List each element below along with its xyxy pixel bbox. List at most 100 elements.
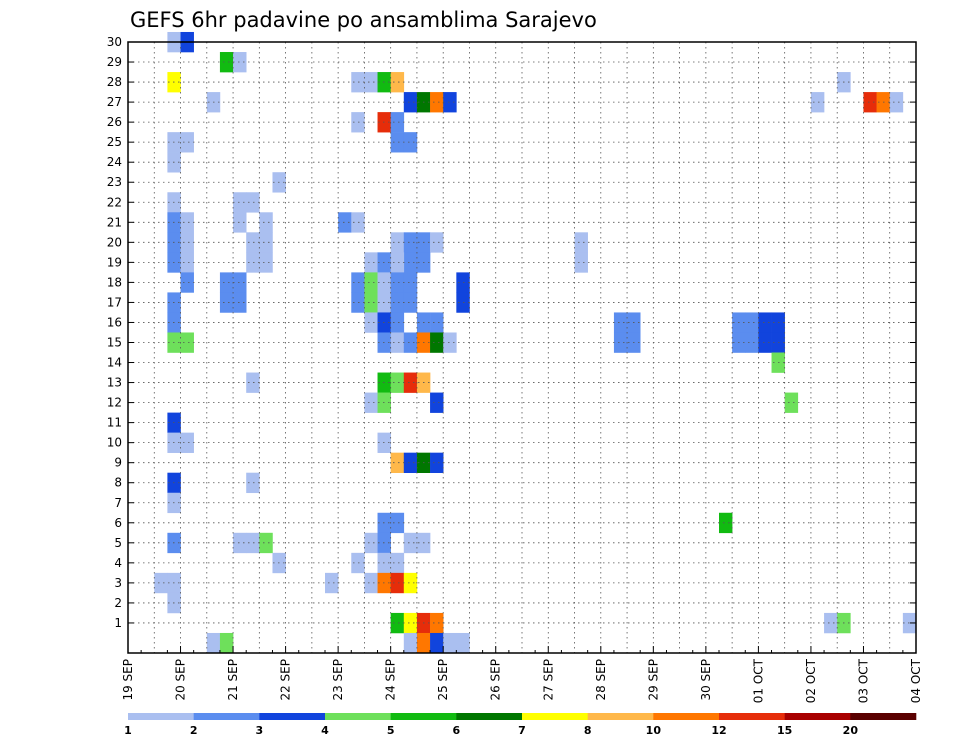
legend-swatch [456,713,523,720]
heatmap-cell [364,252,378,273]
heatmap-cell [403,292,418,313]
x-tick-label: 27 SEP [541,659,555,701]
heatmap-cell [180,232,194,253]
legend-label: 8 [584,724,592,737]
legend-swatch [325,713,391,720]
heatmap-cell [325,572,339,594]
y-tick-label: 5 [114,536,122,550]
x-tick-label: 01 OCT [751,658,765,703]
legend-swatch [653,713,720,720]
legend-label: 15 [777,724,792,737]
heatmap-cell [390,332,405,353]
heatmap-cell [219,292,234,313]
y-tick-label: 27 [107,95,122,109]
heatmap-cell [233,292,247,313]
y-tick-label: 16 [107,315,122,329]
heatmap-cell [758,312,772,333]
grid-layer [128,41,916,653]
heatmap-cell [403,572,418,594]
heatmap-cell [403,452,418,473]
y-tick-label: 17 [107,295,122,309]
legend-swatch [587,713,654,720]
heatmap-cell [259,532,273,554]
chart-title: GEFS 6hr padavine po ansamblima Sarajevo [130,8,597,32]
x-tick-label: 22 SEP [279,659,293,701]
heatmap-cell [390,512,405,534]
heatmap-cell [364,272,378,293]
heatmap-cell [338,212,352,233]
heatmap-cell [364,572,378,594]
legend-swatch [259,713,326,720]
y-tick-label: 23 [107,175,122,189]
heatmap-cell [364,312,378,333]
heatmap-cell [403,372,418,393]
y-tick-label: 10 [107,436,122,450]
heatmap-cell [351,112,365,133]
y-tick-label: 21 [107,215,122,229]
heatmap-cell [430,232,444,253]
heatmap-cell [403,632,418,654]
heatmap-cell [889,92,904,113]
heatmap-cell [403,92,418,113]
heatmap-cell [902,612,917,634]
y-tick-label: 13 [107,376,122,390]
heatmap-cell [259,232,273,253]
heatmap-cell [180,252,194,273]
heatmap-cell [154,572,168,594]
y-tick-label: 14 [107,356,122,370]
x-tick-label: 28 SEP [594,659,608,701]
legend-label: 3 [256,724,264,737]
x-tick-label: 20 SEP [174,659,188,701]
legend-swatch [522,713,588,720]
heatmap-cell [430,612,444,634]
y-tick-label: 25 [107,135,122,149]
heatmap-cell [219,52,234,73]
heatmap-cell [351,212,365,233]
legend-swatch [784,713,851,720]
y-tick-label: 9 [114,456,122,470]
heatmap-cell [390,372,405,393]
heatmap-cell [784,392,799,413]
heatmap-cell [259,212,273,233]
y-tick-label: 4 [114,556,122,570]
y-tick-label: 1 [114,616,122,630]
heatmap-cell [351,272,365,293]
heatmap-cell [613,332,628,353]
heatmap-cell [719,512,733,534]
heatmap-cell [233,532,247,554]
heatmap-cell [863,92,877,113]
heatmap-cell [364,392,378,413]
heatmap-cell [180,272,194,293]
heatmap-cell [219,272,234,293]
x-tick-label: 29 SEP [646,659,660,701]
heatmap-cell [403,132,418,153]
x-tick-label: 26 SEP [489,659,503,701]
heatmap-cell [219,632,234,654]
heatmap-cell [246,472,260,494]
heatmap-cell [745,332,759,353]
legend-label: 1 [124,724,132,737]
legend-swatch [719,713,785,720]
heatmap-cell [443,92,457,113]
heatmap-cell [403,252,418,273]
y-tick-label: 7 [114,496,122,510]
y-tick-label: 3 [114,576,122,590]
x-tick-label: 24 SEP [384,659,398,701]
x-tick-label: 23 SEP [331,659,345,701]
heatmap-cell [233,192,247,213]
y-tick-label: 28 [107,75,122,89]
heatmap-cell [824,612,838,634]
x-tick-label: 21 SEP [226,659,240,701]
heatmap-cell [390,112,405,133]
legend-swatch [390,713,457,720]
heatmap-cell [206,632,221,654]
heatmap-cell [351,292,365,313]
y-tick-label: 11 [107,416,122,430]
heatmap-cell [574,252,588,273]
color-legend: 1 2 3 4 5 6 7 8 10 12 15 20 [124,713,917,737]
legend-label: 2 [190,724,198,737]
heatmap-cell [430,92,444,113]
heatmap-cell [810,92,825,113]
heatmap-cell [430,332,444,353]
y-tick-label: 12 [107,396,122,410]
